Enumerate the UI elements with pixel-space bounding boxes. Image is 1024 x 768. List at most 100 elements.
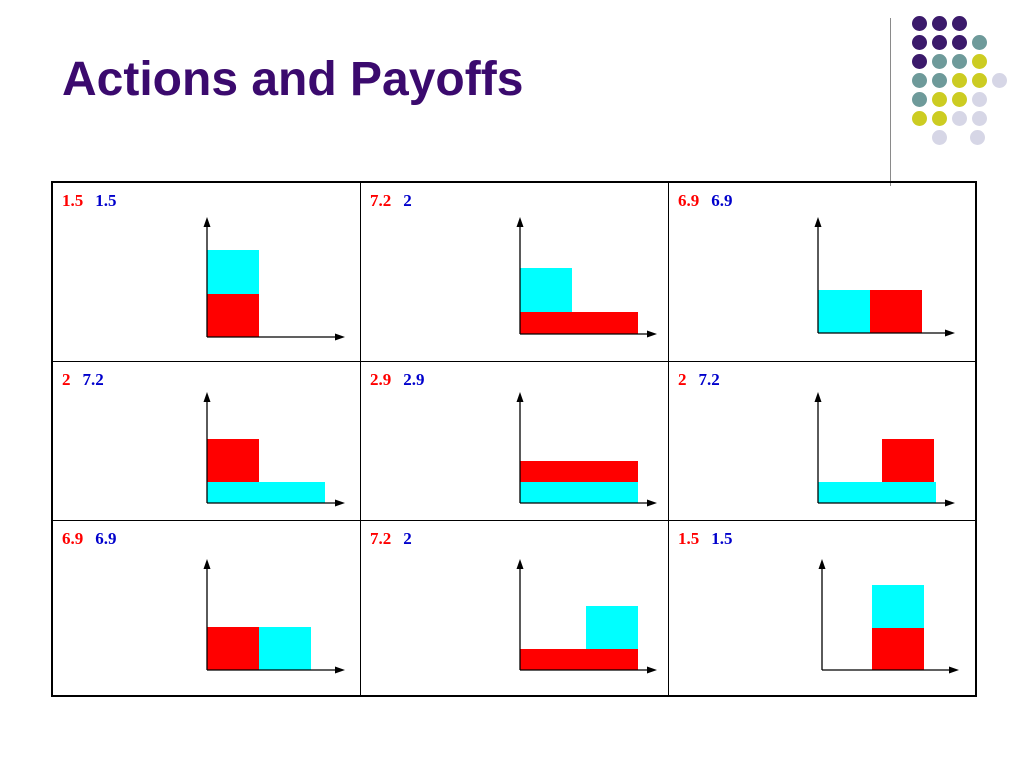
decorative-dot [912, 35, 927, 50]
cyan-block [586, 606, 638, 649]
matrix-cell-r3c3: 1.5 1.5 [669, 521, 975, 695]
red-block [207, 294, 259, 337]
payoff-pair: 2 7.2 [678, 370, 720, 390]
payoff-diagram [203, 559, 345, 674]
cyan-block [259, 627, 311, 670]
decorative-dot [952, 111, 967, 126]
decorative-dot [912, 73, 927, 88]
axes [814, 217, 955, 337]
payoff-diagram [516, 559, 657, 674]
axes [516, 559, 657, 674]
cyan-block [818, 290, 870, 333]
matrix-cell-r1c3: 6.9 6.9 [669, 183, 975, 362]
player2-payoff: 1.5 [711, 529, 733, 548]
decorative-dot [952, 35, 967, 50]
decorative-dot [972, 111, 987, 126]
red-bar [520, 312, 638, 334]
player1-payoff: 6.9 [678, 191, 700, 210]
player2-payoff: 6.9 [95, 529, 117, 548]
player1-payoff: 2.9 [370, 370, 392, 389]
player2-payoff: 6.9 [711, 191, 733, 210]
payoff-diagram [818, 559, 959, 674]
player1-payoff: 1.5 [678, 529, 700, 548]
payoff-pair: 7.2 2 [370, 529, 412, 549]
player1-payoff: 1.5 [62, 191, 84, 210]
player2-payoff: 2.9 [403, 370, 425, 389]
red-block [870, 290, 922, 333]
decorative-dot [952, 92, 967, 107]
player1-payoff: 2 [678, 370, 687, 389]
cyan-block [520, 268, 572, 312]
axes [516, 392, 657, 507]
red-block [872, 628, 924, 670]
decorative-dot [952, 54, 967, 69]
matrix-cell-r2c1: 2 7.2 [53, 362, 361, 521]
decorative-dot [972, 73, 987, 88]
player2-payoff: 2 [403, 191, 412, 210]
matrix-cell-r3c1: 6.9 6.9 [53, 521, 361, 695]
payoff-pair: 2.9 2.9 [370, 370, 425, 390]
decorative-dot [932, 73, 947, 88]
decorative-dot [932, 35, 947, 50]
decorative-dot [912, 16, 927, 31]
player1-payoff: 7.2 [370, 529, 392, 548]
payoff-diagram [203, 217, 345, 341]
cyan-bar [520, 482, 638, 503]
payoff-diagram [203, 392, 345, 507]
decorative-dot [972, 35, 987, 50]
cyan-bar [818, 482, 936, 503]
payoff-pair: 7.2 2 [370, 191, 412, 211]
player1-payoff: 6.9 [62, 529, 84, 548]
red-block [207, 439, 259, 482]
payoff-pair: 1.5 1.5 [678, 529, 733, 549]
axes [516, 217, 657, 338]
matrix-cell-r3c2: 7.2 2 [361, 521, 669, 695]
red-block [207, 627, 259, 670]
axes [818, 559, 959, 674]
payoff-diagram [814, 392, 955, 507]
player1-payoff: 7.2 [370, 191, 392, 210]
matrix-cell-r2c2: 2.9 2.9 [361, 362, 669, 521]
axes [203, 559, 345, 674]
decorative-dot [952, 16, 967, 31]
decorative-dot [972, 92, 987, 107]
page-title: Actions and Payoffs [62, 53, 524, 106]
player2-payoff: 7.2 [82, 370, 104, 389]
matrix-cell-r1c2: 7.2 2 [361, 183, 669, 362]
decorative-dot [932, 111, 947, 126]
payoff-pair: 6.9 6.9 [62, 529, 117, 549]
player2-payoff: 7.2 [698, 370, 720, 389]
payoff-pair: 6.9 6.9 [678, 191, 733, 211]
decorative-dot [972, 54, 987, 69]
decorative-dot [932, 54, 947, 69]
cyan-bar [207, 482, 325, 503]
red-block [882, 439, 934, 482]
payoff-matrix: 1.5 1.5 7.2 2 6.9 6.9 2 7.2 2.9 2.9 [51, 181, 977, 697]
axes [814, 392, 955, 507]
red-bar [520, 461, 638, 482]
payoff-diagram [814, 217, 955, 337]
decorative-dot [932, 92, 947, 107]
matrix-cell-r2c3: 2 7.2 [669, 362, 975, 521]
decorative-dot [912, 92, 927, 107]
axes [203, 392, 345, 507]
matrix-cell-r1c1: 1.5 1.5 [53, 183, 361, 362]
player1-payoff: 2 [62, 370, 71, 389]
axes [203, 217, 345, 341]
payoff-pair: 2 7.2 [62, 370, 104, 390]
decorative-divider-line [890, 18, 891, 186]
payoff-pair: 1.5 1.5 [62, 191, 117, 211]
payoff-diagram [516, 392, 657, 507]
decorative-dot [932, 130, 947, 145]
red-bar [520, 649, 638, 670]
cyan-block [872, 585, 924, 628]
cyan-block [207, 250, 259, 294]
decorative-dot [970, 130, 985, 145]
decorative-dot [912, 54, 927, 69]
decorative-dot [992, 73, 1007, 88]
player2-payoff: 2 [403, 529, 412, 548]
decorative-dot [932, 16, 947, 31]
payoff-diagram [516, 217, 657, 338]
player2-payoff: 1.5 [95, 191, 117, 210]
decorative-dot [912, 111, 927, 126]
